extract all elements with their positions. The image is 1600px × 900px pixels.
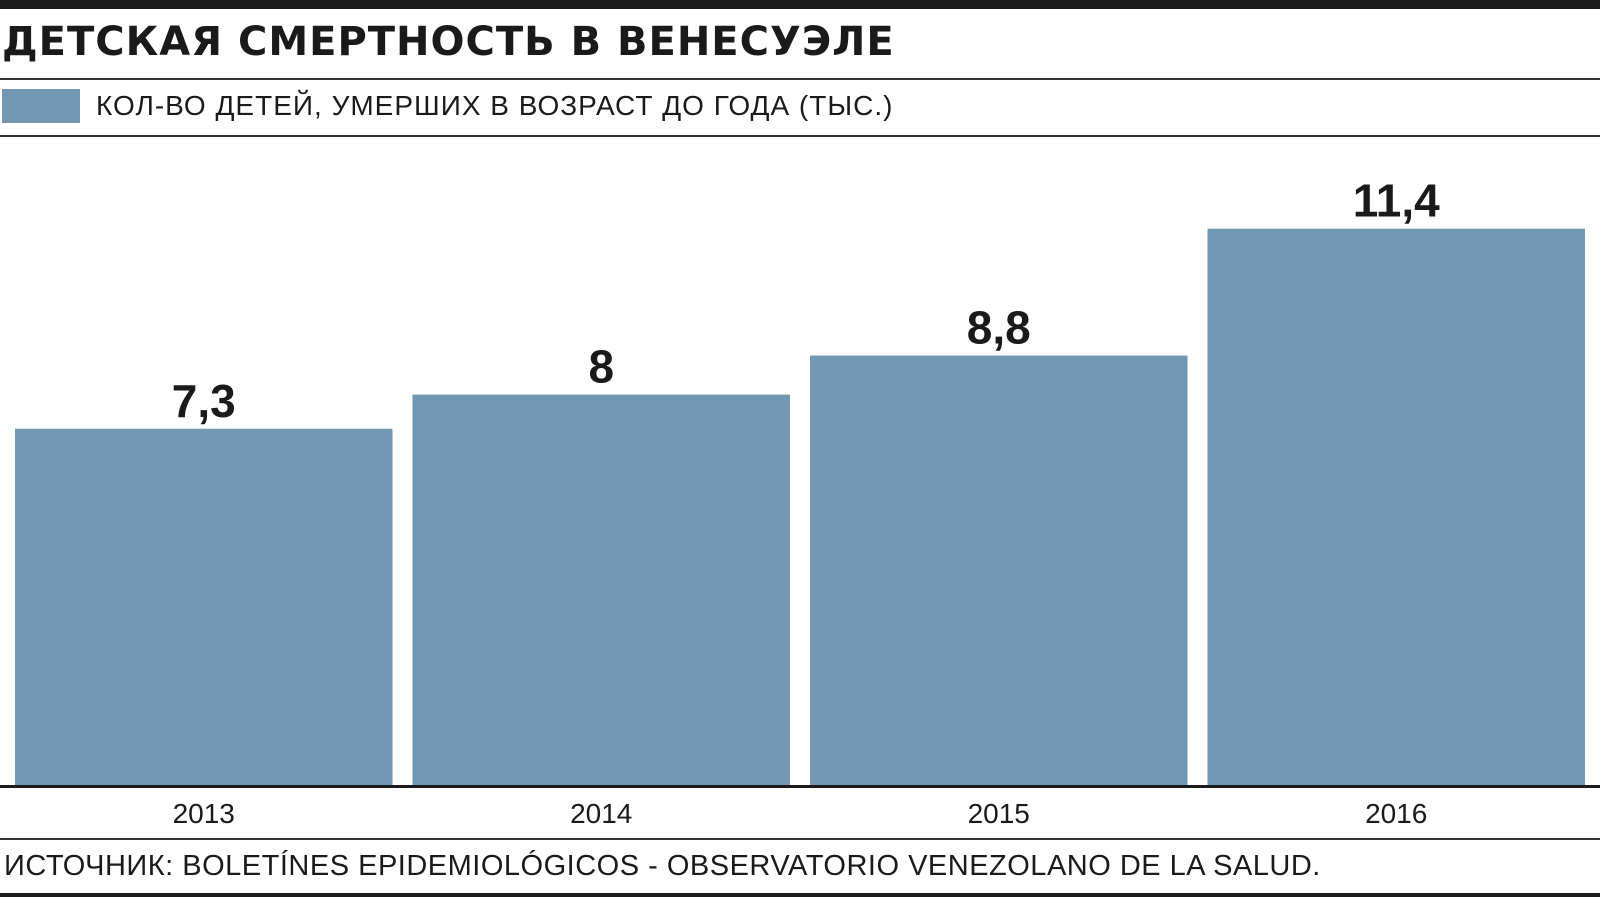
x-tick-label-2014: 2014 <box>570 798 632 829</box>
value-label-2014: 8 <box>588 341 614 393</box>
bar-2015 <box>810 355 1188 785</box>
x-tick-label-2015: 2015 <box>968 798 1030 829</box>
source-note: ИСТОЧНИК: BOLETÍNES EPIDEMIOLÓGICOS - OB… <box>4 850 1321 882</box>
x-tick-label-2016: 2016 <box>1365 798 1427 829</box>
top-rule <box>0 0 1600 9</box>
legend-divider <box>0 135 1600 137</box>
legend: КОЛ-ВО ДЕТЕЙ, УМЕРШИХ В ВОЗРАСТ ДО ГОДА … <box>2 86 893 126</box>
x-tick-label-2013: 2013 <box>173 798 235 829</box>
bottom-rule <box>0 893 1600 897</box>
bar-2016 <box>1207 228 1585 785</box>
value-label-2016: 11,4 <box>1353 175 1440 227</box>
value-label-2013: 7,3 <box>172 375 236 427</box>
bar-2014 <box>412 394 790 785</box>
source-divider <box>0 838 1600 840</box>
value-label-2015: 8,8 <box>967 302 1031 354</box>
title-divider <box>0 78 1600 80</box>
bar-chart: 7,3 2013 8 2014 8,8 2015 11,4 2016 <box>0 175 1600 829</box>
legend-label: КОЛ-ВО ДЕТЕЙ, УМЕРШИХ В ВОЗРАСТ ДО ГОДА … <box>96 90 894 121</box>
legend-swatch <box>2 89 80 123</box>
chart-title: ДЕТСКАЯ СМЕРТНОСТЬ В ВЕНЕСУЭЛЕ <box>2 19 895 65</box>
bar-2013 <box>15 428 393 785</box>
